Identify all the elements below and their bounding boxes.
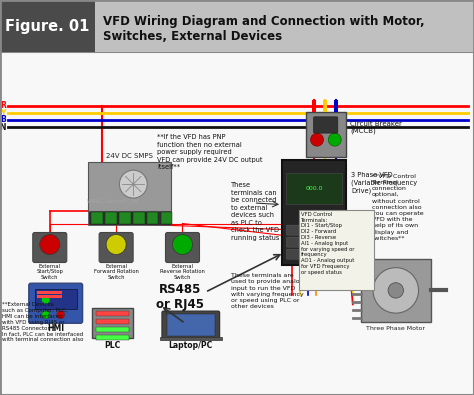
Bar bbox=[0, 0, 474, 52]
Text: 3 Phase VFD
(Variable Frequency
Drive): 3 Phase VFD (Variable Frequency Drive) bbox=[351, 172, 417, 194]
FancyBboxPatch shape bbox=[286, 237, 303, 247]
Bar bbox=[0, 52, 474, 395]
Bar bbox=[146, 213, 158, 224]
Text: PLC: PLC bbox=[104, 341, 121, 350]
Bar bbox=[105, 213, 117, 224]
Bar bbox=[312, 100, 316, 112]
Bar bbox=[118, 213, 130, 224]
Circle shape bbox=[42, 295, 50, 304]
Circle shape bbox=[173, 235, 192, 254]
Text: B: B bbox=[0, 115, 6, 124]
Text: Laptop/PC: Laptop/PC bbox=[169, 342, 213, 350]
FancyBboxPatch shape bbox=[162, 311, 219, 339]
Text: Y: Y bbox=[0, 109, 6, 118]
Text: External
Forward Rotation
Switch: External Forward Rotation Switch bbox=[94, 263, 138, 280]
Text: Circuit Breaker
(MCCB): Circuit Breaker (MCCB) bbox=[350, 121, 402, 134]
Text: 000.0: 000.0 bbox=[305, 186, 323, 191]
FancyBboxPatch shape bbox=[29, 283, 82, 323]
Text: Three Phase Motor: Three Phase Motor bbox=[366, 326, 425, 331]
Bar bbox=[92, 308, 133, 339]
Text: 24V DC SMPS: 24V DC SMPS bbox=[106, 153, 153, 159]
Text: VFD Control
Terminals:
DI1 - Start/Stop
DI2 - Forward
DI3 - Reverse
AI1 - Analog: VFD Control Terminals: DI1 - Start/Stop … bbox=[301, 212, 354, 275]
FancyBboxPatch shape bbox=[99, 233, 133, 263]
Bar bbox=[160, 337, 222, 340]
Bar bbox=[96, 335, 129, 340]
Text: Figure. 01: Figure. 01 bbox=[5, 19, 90, 34]
Bar bbox=[96, 327, 129, 331]
FancyBboxPatch shape bbox=[304, 225, 321, 235]
Circle shape bbox=[57, 311, 64, 319]
Text: WWW.L1echno0.COM: WWW.L1echno0.COM bbox=[86, 199, 139, 204]
FancyBboxPatch shape bbox=[322, 237, 339, 247]
FancyBboxPatch shape bbox=[286, 225, 303, 235]
Text: VFD Wiring Diagram and Connection with Motor,: VFD Wiring Diagram and Connection with M… bbox=[103, 15, 425, 28]
Text: **External Devices
such as Computer, PLC,
HMI can be interfaced
with VFD using R: **External Devices such as Computer, PLC… bbox=[2, 303, 84, 342]
Bar bbox=[161, 213, 173, 224]
Circle shape bbox=[328, 133, 341, 146]
Bar bbox=[37, 291, 62, 294]
Bar bbox=[306, 112, 346, 156]
Bar bbox=[91, 213, 102, 224]
Bar bbox=[282, 160, 346, 265]
Bar bbox=[166, 314, 215, 336]
Text: Switches, External Devices: Switches, External Devices bbox=[103, 30, 282, 43]
Text: RS485
or RJ45: RS485 or RJ45 bbox=[156, 283, 204, 311]
Bar bbox=[133, 213, 145, 224]
Circle shape bbox=[40, 235, 60, 254]
Bar bbox=[286, 173, 342, 204]
Bar bbox=[37, 295, 62, 298]
Bar bbox=[299, 210, 374, 290]
Text: HMI: HMI bbox=[47, 324, 64, 333]
FancyBboxPatch shape bbox=[322, 249, 339, 259]
Bar bbox=[88, 162, 171, 211]
Bar bbox=[334, 100, 338, 112]
Text: **VFD Control
Terminal
connection
optional,
without control
connection also
you : **VFD Control Terminal connection option… bbox=[372, 174, 424, 241]
FancyBboxPatch shape bbox=[304, 249, 321, 259]
Circle shape bbox=[373, 268, 419, 313]
Circle shape bbox=[119, 170, 147, 198]
Bar bbox=[35, 289, 77, 308]
FancyBboxPatch shape bbox=[33, 233, 67, 263]
Circle shape bbox=[310, 133, 323, 146]
Text: **If the VFD has PNP
function then no external
power supply required
VFD can pro: **If the VFD has PNP function then no ex… bbox=[157, 134, 263, 170]
FancyBboxPatch shape bbox=[286, 249, 303, 259]
Text: R: R bbox=[0, 102, 6, 110]
Bar bbox=[96, 318, 129, 324]
Text: External
Reverse Rotation
Switch: External Reverse Rotation Switch bbox=[160, 263, 205, 280]
FancyBboxPatch shape bbox=[165, 233, 200, 263]
FancyBboxPatch shape bbox=[304, 237, 321, 247]
Bar bbox=[0, 0, 95, 52]
Circle shape bbox=[388, 283, 403, 298]
Text: These
terminals can
be connected
to external
devices such
as PLC to
check the VF: These terminals can be connected to exte… bbox=[231, 182, 280, 241]
Text: N: N bbox=[0, 123, 6, 132]
Bar bbox=[88, 211, 171, 226]
Bar bbox=[96, 310, 129, 316]
Bar bbox=[323, 100, 327, 112]
Circle shape bbox=[106, 235, 126, 254]
FancyBboxPatch shape bbox=[314, 117, 338, 133]
Text: These terminals are
used to provide analog
input to run the VFD
with varying fre: These terminals are used to provide anal… bbox=[231, 273, 304, 309]
Circle shape bbox=[42, 311, 50, 319]
Text: External
Start/Stop
Switch: External Start/Stop Switch bbox=[36, 263, 63, 280]
Bar bbox=[361, 259, 431, 322]
FancyBboxPatch shape bbox=[322, 225, 339, 235]
